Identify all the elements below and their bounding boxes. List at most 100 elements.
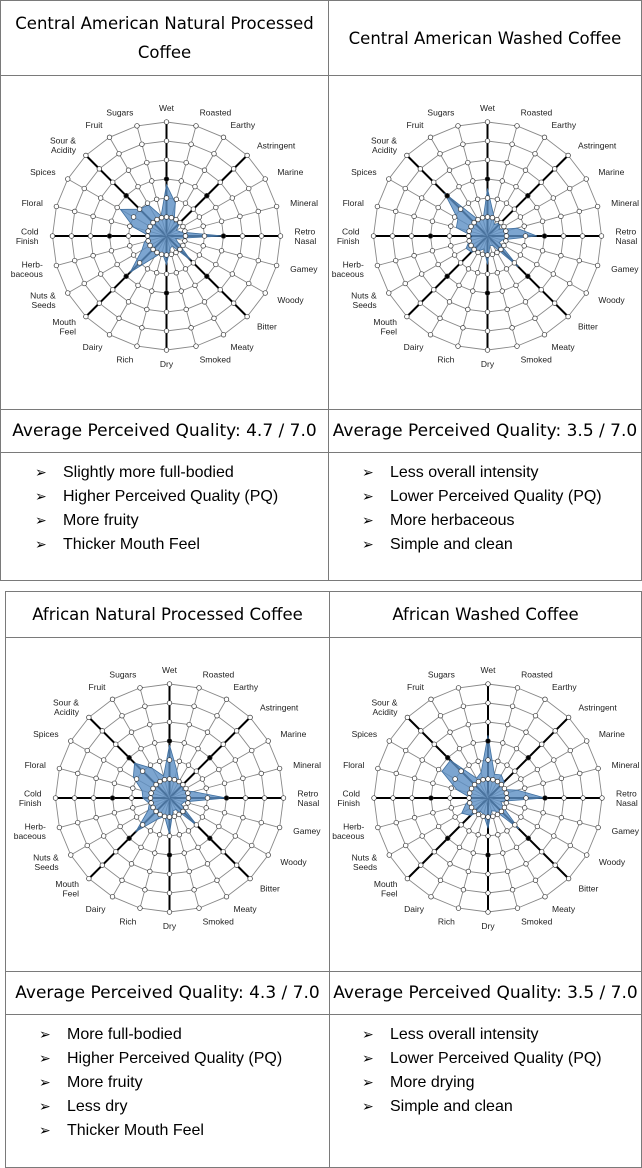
grid-marker bbox=[466, 762, 472, 768]
axis-label: Sour & Acidity bbox=[371, 698, 398, 718]
axis-label: Meaty bbox=[234, 904, 258, 914]
grid-marker bbox=[113, 849, 119, 855]
grid-marker bbox=[181, 850, 187, 856]
arrow-bullet-icon: ➢ bbox=[35, 489, 47, 505]
grid-marker bbox=[135, 183, 141, 190]
grid-marker bbox=[456, 844, 463, 851]
grid-marker bbox=[430, 780, 436, 786]
grid-marker bbox=[190, 206, 197, 212]
grid-marker bbox=[68, 738, 74, 744]
pq-label: Average Perceived Quality: bbox=[333, 983, 562, 1003]
grid-marker bbox=[139, 141, 145, 147]
grid-marker bbox=[145, 228, 151, 234]
grid-marker bbox=[509, 141, 515, 147]
grid-marker bbox=[265, 738, 271, 744]
pq-value: 4.3 / 7.0 bbox=[249, 983, 320, 1003]
axis-label: Rich bbox=[438, 917, 455, 927]
grid-marker bbox=[465, 233, 472, 239]
grid-marker bbox=[466, 238, 472, 244]
axis-label-line: Retro bbox=[295, 226, 316, 236]
axis-label-line: Spices bbox=[351, 167, 377, 177]
axis-label-line: Floral bbox=[343, 760, 364, 770]
grid-marker bbox=[532, 151, 538, 157]
grid-marker bbox=[163, 309, 170, 315]
axis-label: Astringent bbox=[578, 140, 617, 150]
axis-label: Dairy bbox=[404, 904, 425, 914]
grid-marker bbox=[534, 204, 540, 211]
grid-marker bbox=[183, 306, 189, 313]
grid-marker bbox=[567, 747, 573, 754]
axis-label-line: Woody bbox=[598, 295, 625, 305]
grid-marker bbox=[157, 778, 163, 785]
axis-label: Bitter bbox=[260, 884, 280, 894]
grid-marker bbox=[244, 152, 250, 159]
grid-marker bbox=[539, 248, 546, 254]
axis-label-line: Spices bbox=[33, 729, 59, 739]
axis-label: Spices bbox=[351, 167, 377, 177]
grid-marker bbox=[468, 242, 474, 249]
axis-label-line: Fruit bbox=[89, 682, 107, 692]
grid-marker bbox=[523, 729, 529, 735]
arrow-bullet-icon: ➢ bbox=[39, 1027, 51, 1043]
grid-marker bbox=[402, 280, 408, 287]
grid-marker bbox=[134, 343, 140, 349]
grid-marker bbox=[109, 894, 116, 900]
grid-marker bbox=[595, 824, 601, 831]
axis-label: Roasted bbox=[521, 669, 553, 679]
arrow-bullet-icon: ➢ bbox=[39, 1051, 51, 1067]
grid-marker bbox=[479, 251, 486, 258]
grid-marker bbox=[411, 213, 417, 219]
grid-marker bbox=[370, 233, 377, 239]
grid-marker bbox=[137, 905, 143, 911]
grid-marker bbox=[490, 813, 496, 820]
grid-marker bbox=[150, 246, 156, 253]
grid-marker bbox=[56, 824, 63, 831]
grid-marker bbox=[90, 213, 96, 219]
grid-marker bbox=[136, 206, 143, 212]
axis-label: Meaty bbox=[552, 904, 576, 914]
grid-marker bbox=[393, 257, 399, 264]
grid-marker bbox=[276, 765, 283, 772]
axis-label: Woody bbox=[598, 295, 625, 305]
grid-marker bbox=[393, 208, 399, 215]
grid-marker bbox=[223, 894, 230, 900]
grid-marker bbox=[125, 299, 132, 305]
axis-label: Mouth Feel bbox=[374, 879, 398, 899]
grid-marker bbox=[163, 290, 170, 296]
grid-marker bbox=[485, 909, 491, 915]
grid-marker bbox=[193, 822, 200, 828]
axis-label: Sugars bbox=[106, 107, 133, 117]
grid-marker bbox=[484, 328, 491, 334]
axis-label-line: Meaty bbox=[552, 342, 576, 352]
grid-marker bbox=[216, 766, 222, 773]
grid-marker bbox=[419, 757, 425, 763]
grid-marker bbox=[490, 776, 496, 783]
grid-marker bbox=[522, 805, 528, 811]
arrow-bullet-icon: ➢ bbox=[39, 1123, 51, 1139]
axis-label-line: Herb- bbox=[343, 821, 364, 831]
axis-label: Woody bbox=[599, 857, 626, 867]
grid-marker bbox=[180, 242, 186, 249]
axis-label-line: Smoked bbox=[200, 355, 231, 365]
grid-marker bbox=[161, 776, 168, 783]
grid-marker bbox=[111, 780, 118, 786]
note-item: ➢ Lower Perceived Quality (PQ) bbox=[362, 1047, 641, 1071]
grid-marker bbox=[127, 223, 133, 229]
grid-marker bbox=[185, 790, 191, 796]
grid-marker bbox=[427, 332, 434, 338]
grid-marker bbox=[503, 266, 510, 272]
pq-label: Average Perceived Quality: bbox=[15, 983, 244, 1003]
axis-label: Bitter bbox=[578, 322, 598, 332]
grid-marker bbox=[157, 832, 163, 838]
grid-marker bbox=[195, 745, 201, 752]
grid-marker bbox=[479, 214, 486, 221]
grid-marker bbox=[485, 871, 491, 877]
axis-label: Rich bbox=[119, 917, 136, 927]
grid-marker bbox=[220, 233, 227, 239]
grid-marker bbox=[98, 195, 104, 201]
grid-marker bbox=[261, 795, 268, 801]
grid-marker bbox=[211, 151, 217, 157]
grid-marker bbox=[541, 134, 548, 140]
axis-label-line: Meaty bbox=[552, 904, 576, 914]
